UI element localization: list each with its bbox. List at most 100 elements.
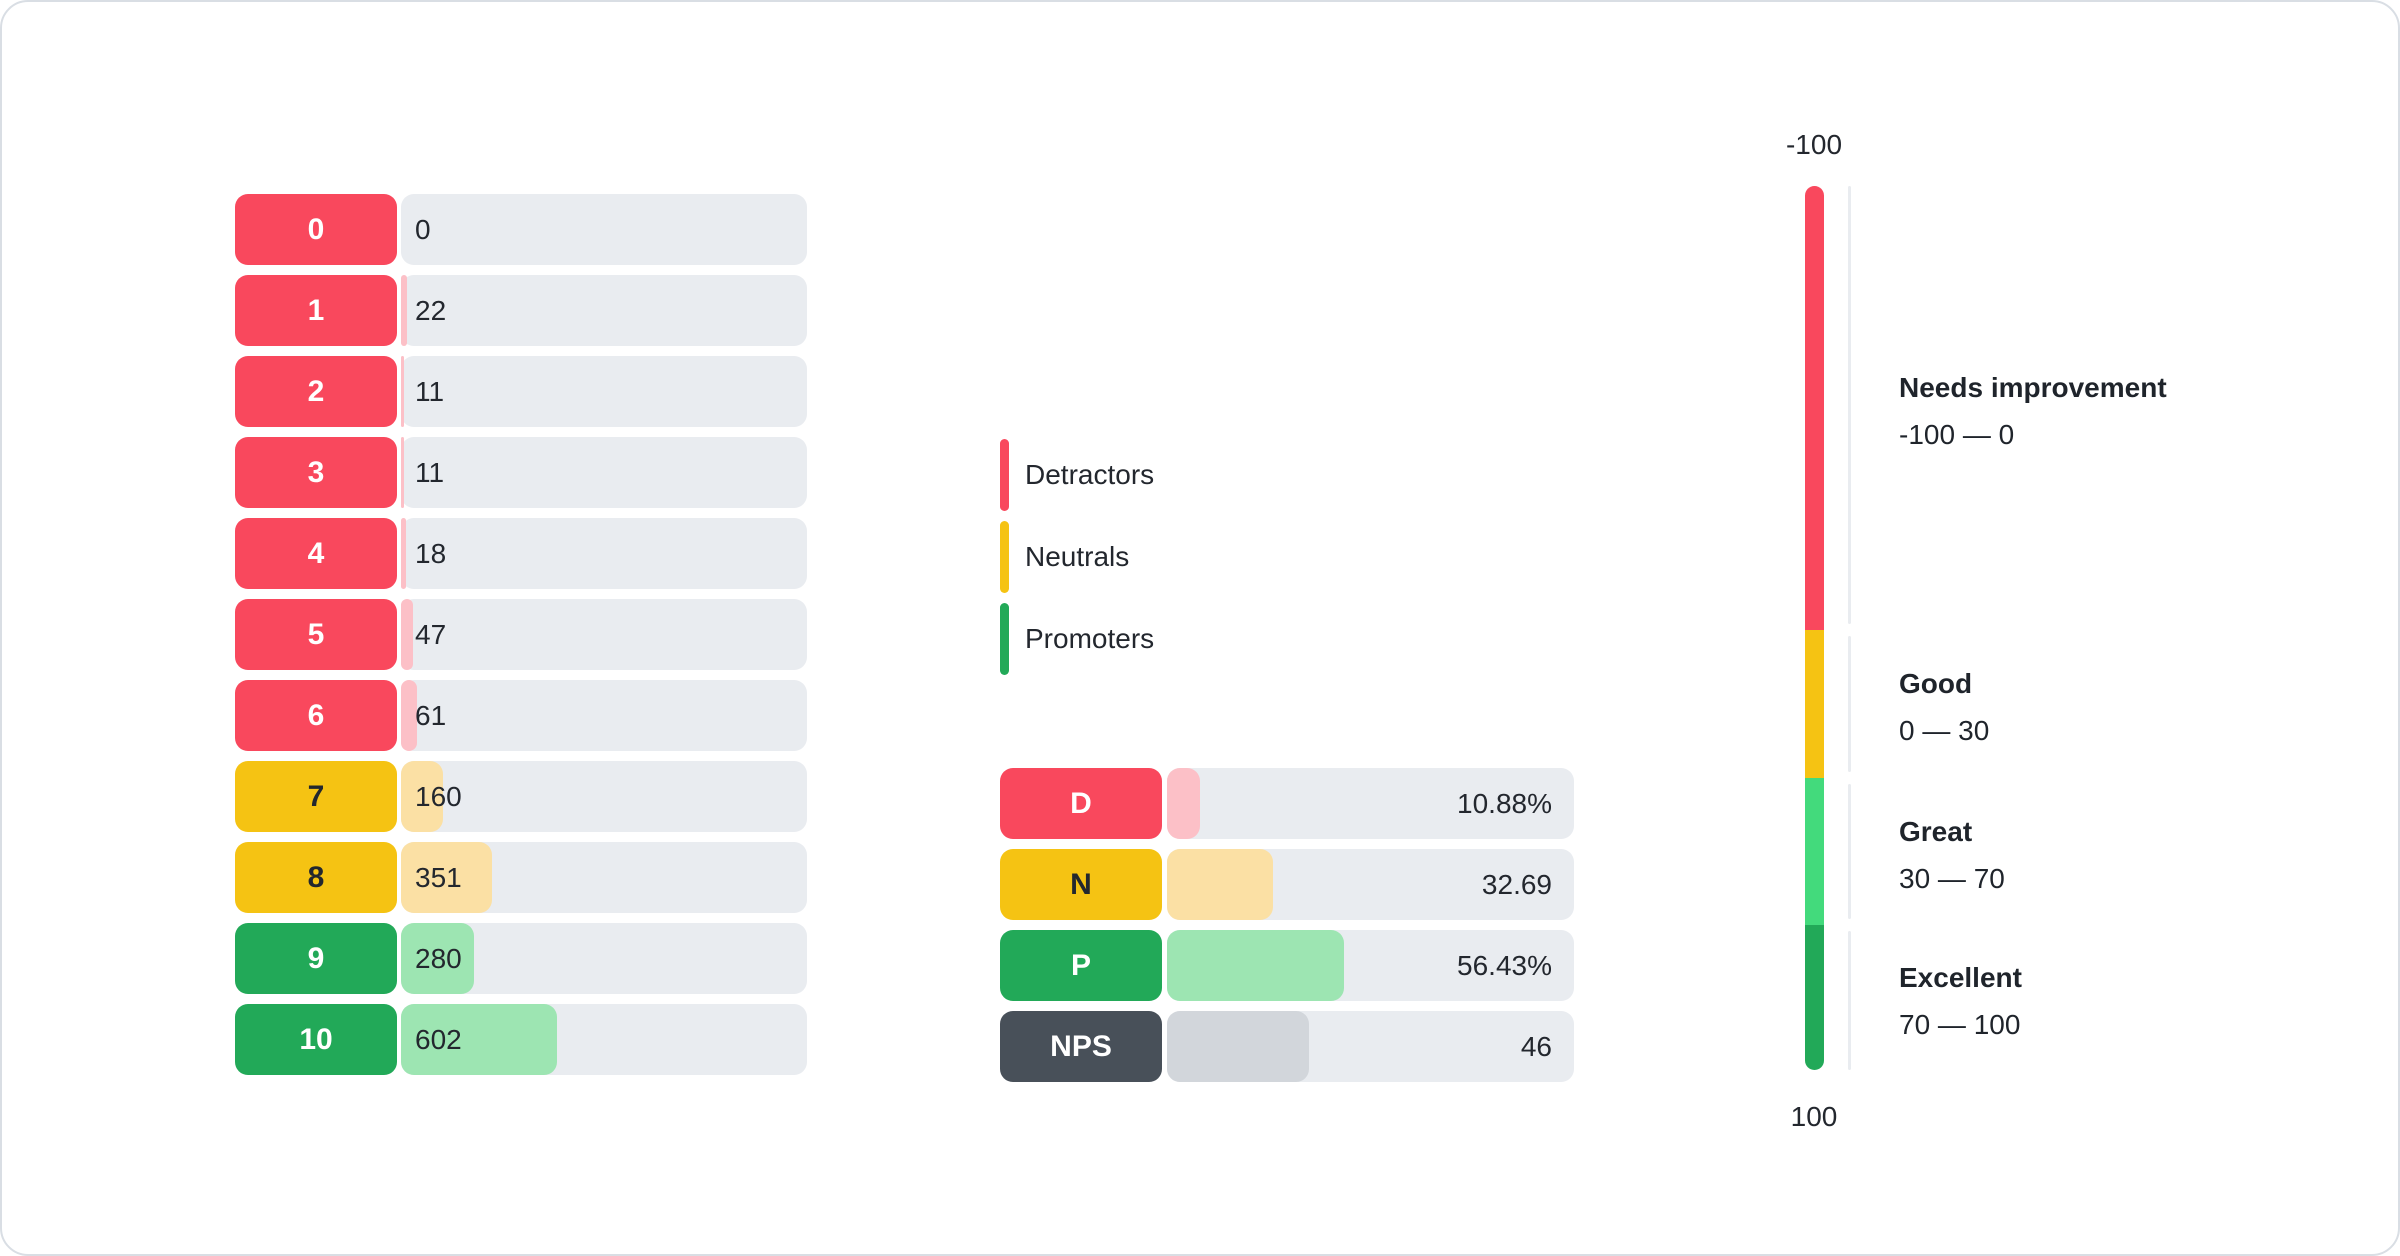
summary-row: NPS 46 [1000, 1011, 1574, 1082]
score-label: 9 [235, 923, 397, 994]
score-bar-fill [401, 437, 404, 508]
gauge-zone-title: Good [1899, 668, 1973, 699]
score-label: 2 [235, 356, 397, 427]
summary-value: 32.69 [1481, 868, 1552, 900]
gauge-zone-label: Excellent 70 — 100 [1899, 961, 2022, 1042]
summary-bar-fill [1167, 849, 1273, 920]
gauge-axis-segment [1848, 636, 1851, 772]
score-label: 4 [235, 518, 397, 589]
score-value: 160 [415, 780, 462, 812]
score-row: 10 602 [235, 1004, 807, 1075]
score-bar-fill [401, 275, 407, 346]
score-label: 3 [235, 437, 397, 508]
legend: Detractors Neutrals Promoters [1000, 439, 1154, 675]
score-bar-fill [401, 842, 493, 913]
summary-row: P 56.43% [1000, 930, 1574, 1001]
score-bar-track: 11 [401, 356, 807, 427]
score-label: 10 [235, 1004, 397, 1075]
score-label: 7 [235, 761, 397, 832]
score-label: 0 [235, 194, 397, 265]
gauge-zone-range: 30 — 70 [1899, 863, 2005, 894]
score-bar-fill [401, 923, 474, 994]
summary-bar-fill [1167, 1011, 1310, 1082]
score-row: 8 351 [235, 842, 807, 913]
score-bar-track: 160 [401, 761, 807, 832]
gauge-zone-range: 0 — 30 [1899, 715, 1990, 746]
summary-bar-track: 56.43% [1167, 930, 1574, 1001]
gauge-zone-range: -100 — 0 [1899, 419, 2015, 450]
score-row: 5 47 [235, 599, 807, 670]
summary-row: N 32.69 [1000, 849, 1574, 920]
nps-summary-chart: D 10.88% N 32.69 P 56.43% NPS 46 [1000, 768, 1574, 1082]
gauge-zone-range: 70 — 100 [1899, 1009, 2021, 1040]
score-label: 6 [235, 680, 397, 751]
gauge-segment [1805, 630, 1824, 778]
gauge-segment [1805, 778, 1824, 925]
summary-label: D [1000, 768, 1162, 839]
score-value: 22 [415, 294, 447, 326]
gauge-axis-segment [1848, 931, 1851, 1070]
score-bar-fill [401, 599, 414, 670]
neutral-swatch [1000, 521, 1009, 593]
score-bar-track: 18 [401, 518, 807, 589]
score-bar-track: 0 [401, 194, 807, 265]
gauge-zone-title: Great [1899, 816, 1973, 847]
score-row: 2 11 [235, 356, 807, 427]
score-label: 5 [235, 599, 397, 670]
summary-value: 46 [1520, 1030, 1552, 1062]
score-value: 18 [415, 537, 447, 569]
score-row: 9 280 [235, 923, 807, 994]
legend-label: Detractors [1025, 459, 1155, 490]
gauge-zone-label: Good 0 — 30 [1899, 667, 1989, 748]
score-bar-track: 22 [401, 275, 807, 346]
gauge-zone-label: Great 30 — 70 [1899, 815, 2005, 896]
gauge-segment [1805, 186, 1824, 630]
summary-row: D 10.88% [1000, 768, 1574, 839]
score-row: 4 18 [235, 518, 807, 589]
score-label: 1 [235, 275, 397, 346]
gauge-min-label: -100 [1785, 129, 1843, 160]
score-distribution-chart: 0 0 1 22 2 11 3 11 4 18 5 47 6 61 7 160 8 351 9 280 10 602 [235, 194, 807, 1075]
summary-label: N [1000, 849, 1162, 920]
gauge-zone-title: Excellent [1899, 962, 2022, 993]
gauge-axis-line [1848, 186, 1851, 1070]
score-row: 3 11 [235, 437, 807, 508]
score-bar-track: 61 [401, 680, 807, 751]
gauge-zone-labels: Needs improvement -100 — 0 Good 0 — 30 Great… [1899, 186, 2379, 1070]
score-row: 1 22 [235, 275, 807, 346]
score-label: 8 [235, 842, 397, 913]
legend-item: Detractors [1000, 439, 1154, 511]
gauge-max-label: 100 [1790, 1101, 1838, 1132]
summary-bar-track: 32.69 [1167, 849, 1574, 920]
score-value: 11 [415, 456, 445, 488]
score-bar-fill [401, 356, 404, 427]
gauge-segment [1805, 925, 1824, 1070]
score-row: 7 160 [235, 761, 807, 832]
summary-bar-fill [1167, 768, 1200, 839]
promoter-swatch [1000, 603, 1009, 675]
gauge-zone-title: Needs improvement [1899, 372, 2167, 403]
score-bar-fill [401, 1004, 558, 1075]
score-bar-track: 11 [401, 437, 807, 508]
score-bar-fill [401, 680, 417, 751]
legend-label: Neutrals [1025, 541, 1130, 572]
gauge-axis-segment [1848, 186, 1851, 624]
summary-bar-fill [1167, 930, 1345, 1001]
gauge-zone-label: Needs improvement -100 — 0 [1899, 371, 2167, 452]
legend-label: Promoters [1025, 623, 1155, 654]
score-value: 602 [415, 1023, 462, 1055]
score-bar-track: 280 [401, 923, 807, 994]
summary-label: P [1000, 930, 1162, 1001]
score-value: 351 [415, 861, 462, 893]
gauge-axis-segment [1848, 784, 1851, 919]
score-bar-track: 47 [401, 599, 807, 670]
summary-bar-track: 46 [1167, 1011, 1574, 1082]
score-bar-track: 351 [401, 842, 807, 913]
legend-item: Neutrals [1000, 521, 1154, 593]
score-value: 61 [415, 699, 447, 731]
detractor-swatch [1000, 439, 1009, 511]
score-value: 0 [415, 213, 431, 245]
summary-value: 10.88% [1457, 787, 1552, 819]
